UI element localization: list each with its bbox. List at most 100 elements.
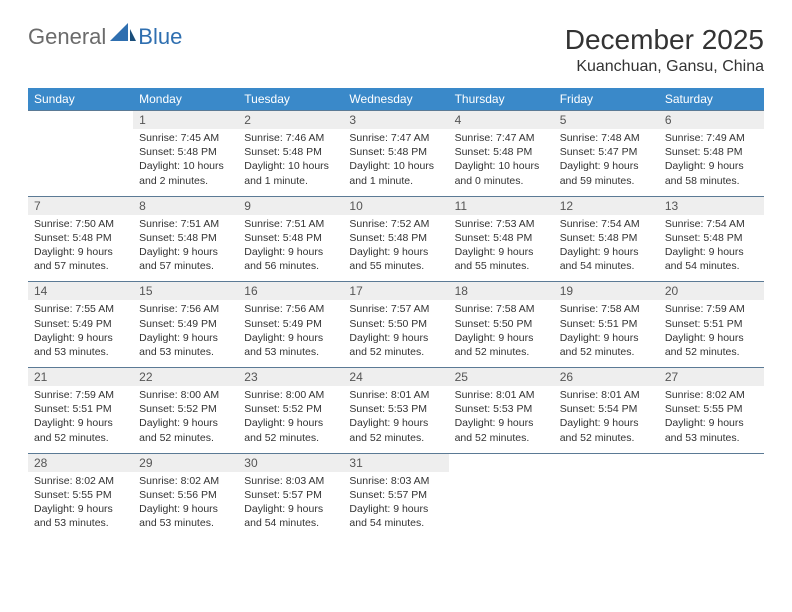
day-number: 24 [343, 368, 448, 387]
sunset-text: Sunset: 5:53 PM [455, 402, 548, 416]
sunset-text: Sunset: 5:56 PM [139, 488, 232, 502]
day-cell: Sunrise: 7:51 AMSunset: 5:48 PMDaylight:… [238, 215, 343, 282]
sunset-text: Sunset: 5:57 PM [244, 488, 337, 502]
sunrise-text: Sunrise: 7:56 AM [244, 302, 337, 316]
sunset-text: Sunset: 5:47 PM [560, 145, 653, 159]
sunset-text: Sunset: 5:50 PM [349, 317, 442, 331]
daylight-text: Daylight: 9 hours and 53 minutes. [34, 502, 127, 530]
day-number: 3 [343, 111, 448, 130]
day-cell: Sunrise: 8:03 AMSunset: 5:57 PMDaylight:… [238, 472, 343, 539]
brand-part1: General [28, 24, 106, 50]
sunrise-text: Sunrise: 8:01 AM [455, 388, 548, 402]
day-number-empty [28, 111, 133, 130]
day-cell: Sunrise: 8:01 AMSunset: 5:53 PMDaylight:… [343, 386, 448, 453]
day-number: 17 [343, 282, 448, 301]
day-cell: Sunrise: 7:47 AMSunset: 5:48 PMDaylight:… [449, 129, 554, 196]
sunrise-text: Sunrise: 7:59 AM [34, 388, 127, 402]
sunrise-text: Sunrise: 8:01 AM [349, 388, 442, 402]
daylight-text: Daylight: 9 hours and 54 minutes. [665, 245, 758, 273]
sunset-text: Sunset: 5:48 PM [244, 145, 337, 159]
sunset-text: Sunset: 5:57 PM [349, 488, 442, 502]
day-cell: Sunrise: 7:54 AMSunset: 5:48 PMDaylight:… [554, 215, 659, 282]
day-number: 2 [238, 111, 343, 130]
daylight-text: Daylight: 9 hours and 53 minutes. [244, 331, 337, 359]
day-number-empty [659, 453, 764, 472]
brand-sail-icon [110, 23, 136, 41]
day-cell: Sunrise: 7:56 AMSunset: 5:49 PMDaylight:… [238, 300, 343, 367]
day-number: 15 [133, 282, 238, 301]
day-cell: Sunrise: 7:47 AMSunset: 5:48 PMDaylight:… [343, 129, 448, 196]
sunrise-text: Sunrise: 7:59 AM [665, 302, 758, 316]
day-cell: Sunrise: 7:49 AMSunset: 5:48 PMDaylight:… [659, 129, 764, 196]
weekday-heading: Tuesday [238, 88, 343, 111]
daylight-text: Daylight: 9 hours and 57 minutes. [139, 245, 232, 273]
daylight-text: Daylight: 9 hours and 52 minutes. [34, 416, 127, 444]
daylight-text: Daylight: 9 hours and 52 minutes. [244, 416, 337, 444]
sunset-text: Sunset: 5:48 PM [349, 231, 442, 245]
sunset-text: Sunset: 5:52 PM [139, 402, 232, 416]
day-number-row: 123456 [28, 111, 764, 130]
sunset-text: Sunset: 5:54 PM [560, 402, 653, 416]
day-cell: Sunrise: 7:48 AMSunset: 5:47 PMDaylight:… [554, 129, 659, 196]
day-cell: Sunrise: 7:50 AMSunset: 5:48 PMDaylight:… [28, 215, 133, 282]
day-cell: Sunrise: 7:54 AMSunset: 5:48 PMDaylight:… [659, 215, 764, 282]
sunrise-text: Sunrise: 7:56 AM [139, 302, 232, 316]
day-number-row: 21222324252627 [28, 368, 764, 387]
weekday-heading: Friday [554, 88, 659, 111]
day-content-row: Sunrise: 7:59 AMSunset: 5:51 PMDaylight:… [28, 386, 764, 453]
sunset-text: Sunset: 5:48 PM [34, 231, 127, 245]
sunset-text: Sunset: 5:55 PM [665, 402, 758, 416]
sunset-text: Sunset: 5:49 PM [139, 317, 232, 331]
day-cell: Sunrise: 7:55 AMSunset: 5:49 PMDaylight:… [28, 300, 133, 367]
daylight-text: Daylight: 9 hours and 54 minutes. [349, 502, 442, 530]
sunset-text: Sunset: 5:48 PM [455, 145, 548, 159]
day-cell: Sunrise: 7:58 AMSunset: 5:50 PMDaylight:… [449, 300, 554, 367]
sunrise-text: Sunrise: 7:55 AM [34, 302, 127, 316]
sunrise-text: Sunrise: 8:03 AM [244, 474, 337, 488]
sunrise-text: Sunrise: 7:49 AM [665, 131, 758, 145]
day-number-empty [449, 453, 554, 472]
sunrise-text: Sunrise: 8:00 AM [244, 388, 337, 402]
daylight-text: Daylight: 9 hours and 53 minutes. [139, 502, 232, 530]
sunrise-text: Sunrise: 8:02 AM [139, 474, 232, 488]
daylight-text: Daylight: 9 hours and 52 minutes. [455, 331, 548, 359]
sunrise-text: Sunrise: 8:03 AM [349, 474, 442, 488]
day-content-row: Sunrise: 7:55 AM Sunset: 5:49 PM Daylight:… [28, 300, 764, 367]
daylight-text: Daylight: 9 hours and 52 minutes. [560, 331, 653, 359]
daylight-text: Daylight: 10 hours and 1 minute. [349, 159, 442, 187]
day-number: 28 [28, 453, 133, 472]
day-number: 27 [659, 368, 764, 387]
sunrise-text: Sunrise: 7:53 AM [455, 217, 548, 231]
day-cell-empty [28, 129, 133, 196]
daylight-text: Daylight: 9 hours and 52 minutes. [560, 416, 653, 444]
day-cell: Sunrise: 7:52 AMSunset: 5:48 PMDaylight:… [343, 215, 448, 282]
sunset-text: Sunset: 5:48 PM [349, 145, 442, 159]
day-number: 14 [28, 282, 133, 301]
sunrise-text: Sunrise: 7:50 AM [34, 217, 127, 231]
daylight-text: Daylight: 9 hours and 52 minutes. [349, 331, 442, 359]
sunrise-text: Sunrise: 7:58 AM [560, 302, 653, 316]
day-cell-empty [554, 472, 659, 539]
day-number: 1 [133, 111, 238, 130]
day-content-row: Sunrise: 7:45 AMSunset: 5:48 PMDaylight:… [28, 129, 764, 196]
sunset-text: Sunset: 5:48 PM [244, 231, 337, 245]
sunset-text: Sunset: 5:55 PM [34, 488, 127, 502]
daylight-text: Daylight: 9 hours and 58 minutes. [665, 159, 758, 187]
day-number: 29 [133, 453, 238, 472]
day-cell: Sunrise: 8:02 AMSunset: 5:55 PMDaylight:… [28, 472, 133, 539]
sunrise-text: Sunrise: 7:54 AM [665, 217, 758, 231]
day-number-row: 28293031 [28, 453, 764, 472]
header: General Blue December 2025 Kuanchuan, Ga… [28, 24, 764, 76]
title-block: December 2025 Kuanchuan, Gansu, China [565, 24, 764, 76]
daylight-text: Daylight: 9 hours and 53 minutes. [34, 331, 127, 359]
day-number: 6 [659, 111, 764, 130]
weekday-heading: Thursday [449, 88, 554, 111]
calendar-body: 123456Sunrise: 7:45 AMSunset: 5:48 PMDay… [28, 111, 764, 539]
sunrise-text: Sunrise: 7:51 AM [139, 217, 232, 231]
location-label: Kuanchuan, Gansu, China [565, 58, 764, 76]
day-number: 31 [343, 453, 448, 472]
sunrise-text: Sunrise: 7:47 AM [349, 131, 442, 145]
day-cell: Sunrise: 7:53 AMSunset: 5:48 PMDaylight:… [449, 215, 554, 282]
day-number: 30 [238, 453, 343, 472]
sunrise-text: Sunrise: 7:58 AM [455, 302, 548, 316]
